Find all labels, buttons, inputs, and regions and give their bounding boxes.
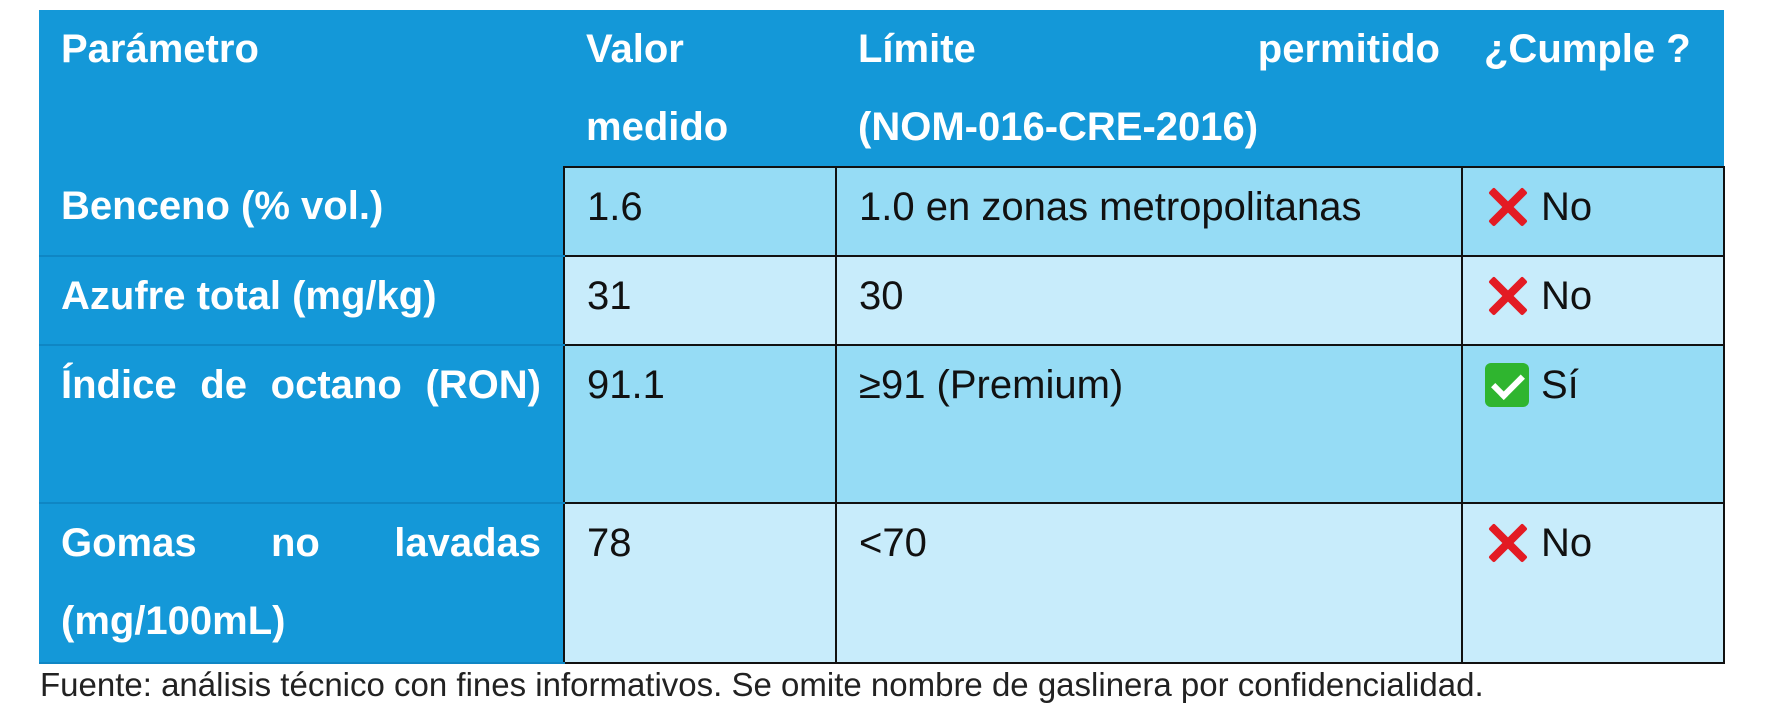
row-limit: 1.0 en zonas metropolitanas	[835, 166, 1463, 257]
header-parametro: Parámetro	[39, 10, 564, 167]
header-limite-line2: (NOM-016-CRE-2016)	[858, 105, 1259, 149]
row-param: Gomas no lavadas (mg/100mL)	[39, 503, 564, 664]
row-status-label: Sí	[1541, 363, 1579, 407]
cross-mark-icon	[1485, 521, 1529, 565]
table-row: Azufre total (mg/kg) 31 30 No	[39, 255, 1725, 346]
table-row: Índice de octano (RON) 91.1 ≥91 (Premium…	[39, 344, 1725, 504]
cross-mark-icon	[1485, 274, 1529, 318]
row-value: 31	[563, 255, 837, 346]
header-limite-line1: Límite permitido	[858, 27, 1440, 71]
compliance-table-container: Parámetro Valor medido Límite permitido (…	[39, 10, 1725, 664]
row-param: Benceno (% vol.)	[39, 167, 564, 257]
row-status: Sí	[1461, 344, 1725, 504]
table-row: Benceno (% vol.) 1.6 1.0 en zonas metrop…	[39, 166, 1725, 257]
table-header-row: Parámetro Valor medido Límite permitido (…	[39, 10, 1724, 167]
table-row: Gomas no lavadas (mg/100mL) 78 <70 No	[39, 502, 1725, 664]
row-status: No	[1461, 166, 1725, 257]
row-param: Índice de octano (RON)	[39, 345, 564, 504]
cross-mark-icon	[1485, 185, 1529, 229]
row-value: 1.6	[563, 166, 837, 257]
row-limit: <70	[835, 502, 1463, 664]
row-status: No	[1461, 502, 1725, 664]
row-status-label: No	[1541, 185, 1593, 229]
row-value: 91.1	[563, 344, 837, 504]
row-limit: ≥91 (Premium)	[835, 344, 1463, 504]
check-mark-icon	[1485, 363, 1529, 407]
header-limite: Límite permitido (NOM-016-CRE-2016)	[836, 10, 1462, 167]
compliance-table: Parámetro Valor medido Límite permitido (…	[39, 10, 1725, 664]
row-value: 78	[563, 502, 837, 664]
row-status: No	[1461, 255, 1725, 346]
row-param: Azufre total (mg/kg)	[39, 256, 564, 346]
header-cumple: ¿Cumple ?	[1462, 10, 1724, 167]
footnote: Fuente: análisis técnico con fines infor…	[40, 666, 1484, 703]
header-valor-medido: Valor medido	[564, 10, 836, 167]
row-limit: 30	[835, 255, 1463, 346]
row-status-label: No	[1541, 521, 1593, 565]
row-status-label: No	[1541, 274, 1593, 318]
